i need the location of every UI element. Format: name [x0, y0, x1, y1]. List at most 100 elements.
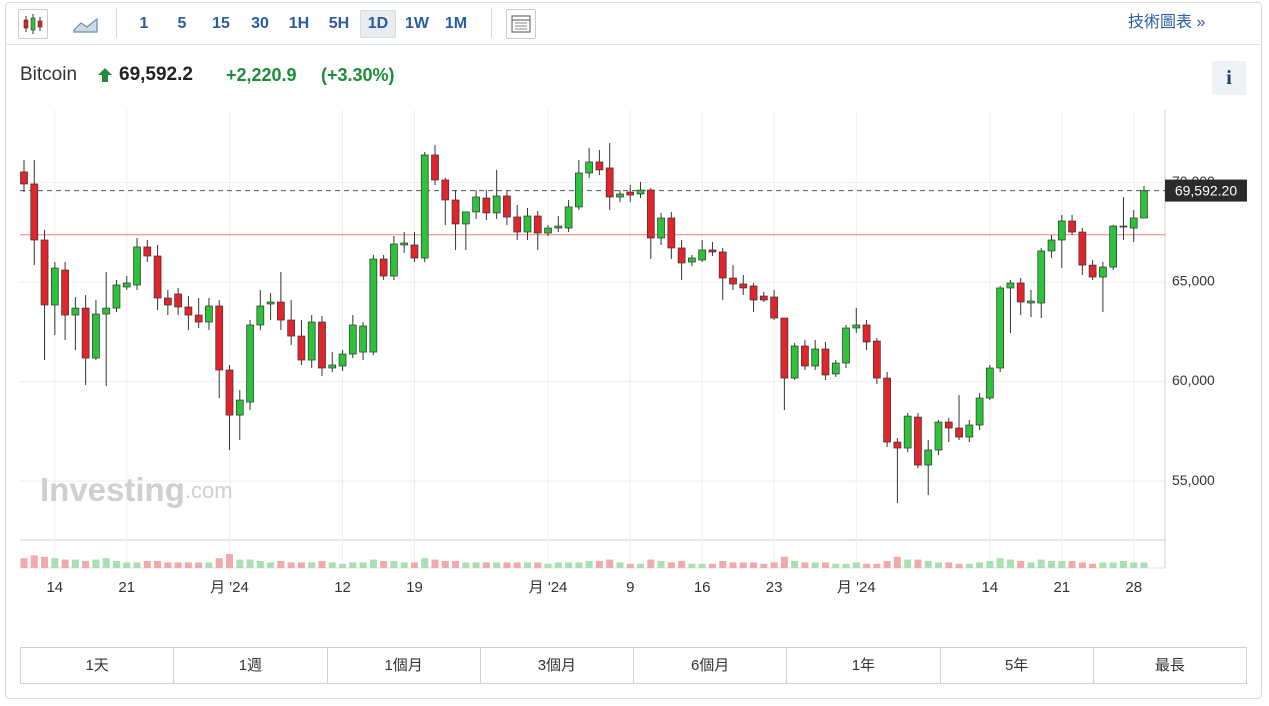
x-tick-label: 月 '24	[529, 579, 568, 596]
volume-bar	[297, 562, 305, 568]
interval-button[interactable]: 30	[251, 15, 269, 32]
candle-body	[523, 215, 532, 233]
candle-body	[924, 449, 933, 466]
range-button[interactable]: 最長	[1092, 648, 1246, 683]
volume-bar	[1027, 562, 1035, 568]
volume-bar	[708, 563, 716, 568]
volume-bar	[976, 562, 984, 568]
candle-body	[801, 345, 809, 367]
candle-body	[348, 324, 357, 355]
candle-body	[379, 258, 388, 277]
volume-bar	[554, 562, 562, 568]
volume-bar	[1078, 562, 1086, 568]
volume-bar	[616, 562, 624, 568]
interval-button[interactable]: 5	[177, 15, 187, 32]
candle-body	[1047, 239, 1056, 252]
candle-body	[133, 246, 141, 286]
volume-bar	[154, 561, 162, 568]
range-button[interactable]: 1週	[173, 648, 326, 683]
watermark-suffix: .com	[185, 478, 233, 503]
interval-button[interactable]: 1H	[288, 15, 310, 32]
candle-body	[718, 251, 727, 279]
x-tick-label: 23	[766, 579, 783, 596]
range-button[interactable]: 5年	[939, 648, 1093, 683]
candle-body	[400, 242, 409, 246]
volume-bar	[739, 562, 747, 568]
volume-bar	[996, 558, 1004, 568]
x-tick-label: 16	[694, 579, 711, 596]
candle-body	[266, 301, 275, 305]
candle-body	[1016, 282, 1025, 303]
volume-bar	[123, 562, 131, 568]
info-button[interactable]: i	[1212, 61, 1246, 95]
volume-bar	[637, 563, 645, 568]
volume-bar	[585, 561, 593, 568]
watermark: Investing.com	[40, 471, 233, 508]
candle-body	[1129, 217, 1138, 229]
volume-bar	[924, 561, 932, 568]
volume-bar	[575, 562, 583, 568]
range-button[interactable]: 6個月	[633, 648, 786, 683]
candle-body	[986, 367, 994, 399]
range-bar: 1天 1週 1個月 3個月 6個月 1年 5年 最長	[20, 647, 1247, 684]
x-tick-label: 12	[334, 579, 351, 596]
interval-button[interactable]: 5H	[328, 15, 350, 32]
volume-bar	[750, 562, 758, 568]
volume-bar	[852, 562, 860, 568]
candle-body	[698, 249, 707, 261]
volume-bar	[1017, 561, 1025, 568]
interval-button[interactable]: 1M	[444, 15, 468, 32]
layout-icon[interactable]	[506, 9, 536, 39]
candle-body	[102, 307, 111, 315]
candle-body	[235, 399, 244, 416]
interval-button[interactable]: 1	[139, 15, 149, 32]
area-icon[interactable]	[72, 10, 100, 38]
technical-link[interactable]: 技術圖表 »	[1128, 14, 1206, 31]
candle-body	[688, 257, 696, 263]
volume-bar	[215, 558, 223, 568]
volume-bar	[482, 562, 490, 568]
candle-body	[194, 314, 203, 323]
x-tick-label: 月 '24	[837, 579, 876, 596]
candle-body	[122, 282, 131, 288]
volume-bar	[400, 562, 408, 568]
candle-body	[61, 269, 69, 316]
volume-bar	[893, 556, 901, 568]
candle-body	[790, 345, 799, 379]
candle-body	[554, 225, 563, 229]
candle-body	[1006, 282, 1015, 289]
candle-body	[1099, 266, 1107, 278]
candle-body	[225, 369, 234, 416]
candle-body	[277, 301, 285, 321]
candle-body	[1068, 220, 1076, 233]
x-tick-label: 21	[1053, 579, 1070, 596]
volume-bar	[431, 559, 439, 568]
volume-bar	[873, 563, 881, 568]
range-button[interactable]: 1個月	[326, 648, 480, 683]
volume-bar	[513, 562, 521, 568]
candle-body	[842, 327, 850, 364]
interval-button[interactable]: 1W	[405, 15, 429, 32]
interval-button[interactable]: 15	[212, 15, 230, 32]
range-button[interactable]: 3個月	[479, 648, 633, 683]
volume-bar	[883, 561, 891, 568]
candle-body	[708, 249, 717, 253]
volume-bar	[390, 561, 398, 568]
candle-body	[883, 377, 891, 443]
x-tick-label: 14	[982, 579, 999, 596]
candle-icon[interactable]	[18, 9, 48, 39]
candle-body	[626, 191, 635, 196]
interval-button[interactable]: 1D	[360, 10, 396, 38]
x-tick-label: 21	[118, 579, 135, 596]
candle-body	[164, 297, 172, 306]
range-button[interactable]: 1年	[786, 648, 939, 683]
range-button[interactable]: 1天	[85, 657, 109, 674]
volume-bar	[595, 561, 603, 568]
volume-bar	[328, 562, 336, 568]
volume-bar	[462, 562, 470, 568]
candle-body	[636, 189, 645, 195]
candle-body	[40, 239, 49, 306]
candle-body	[1037, 250, 1046, 304]
candle-body	[338, 353, 347, 367]
